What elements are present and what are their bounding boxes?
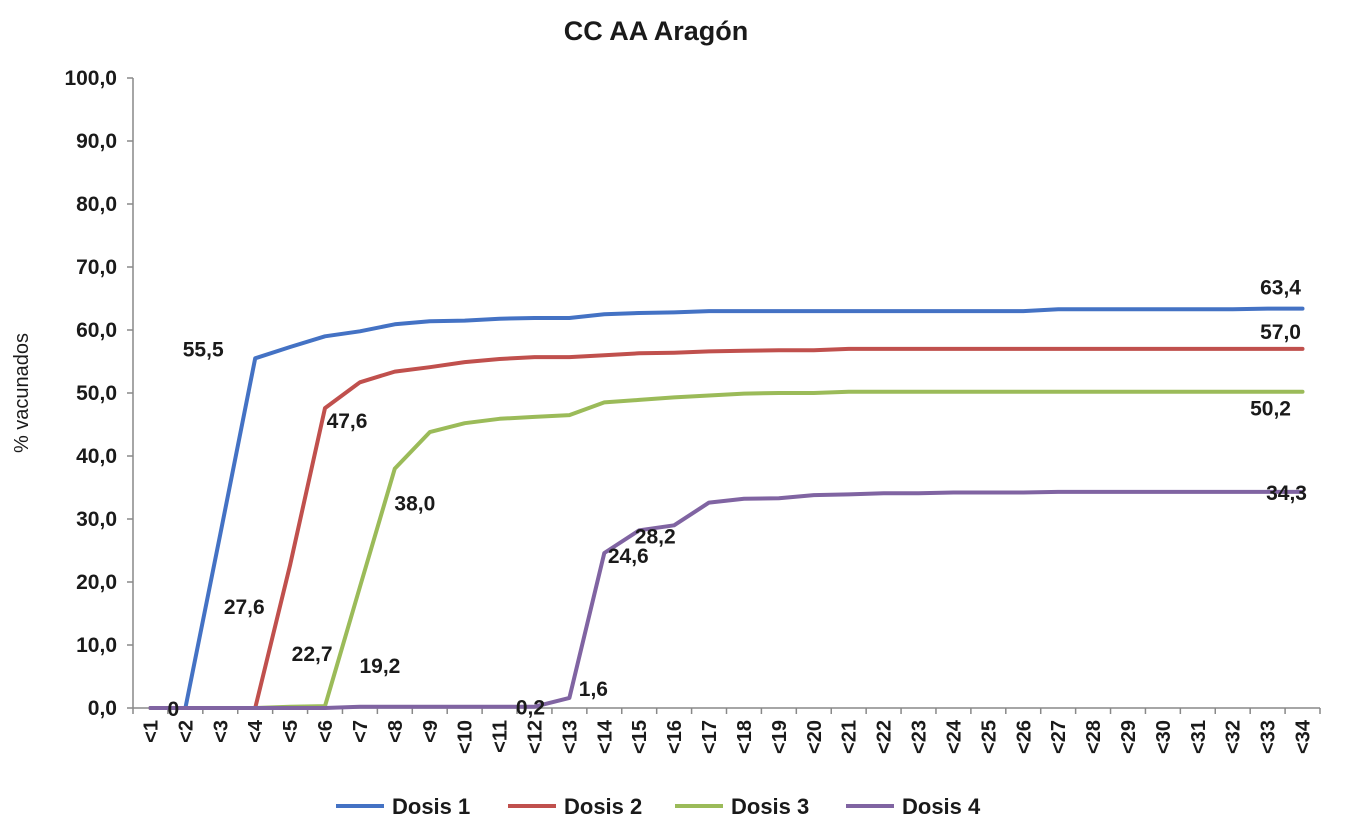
- x-tick-label: <31: [1188, 720, 1210, 754]
- data-label: 47,6: [327, 410, 368, 433]
- x-tick-label: <2: [175, 720, 197, 743]
- data-label: 19,2: [359, 655, 400, 678]
- x-tick-label: <5: [280, 720, 302, 743]
- chart-title: CC AA Aragón: [564, 16, 749, 46]
- y-tick-label: 30,0: [76, 508, 117, 531]
- x-tick-label: <26: [1013, 720, 1035, 754]
- y-tick-label: 60,0: [76, 319, 117, 342]
- x-tick-label: <4: [245, 719, 267, 743]
- x-tick-label: <14: [594, 719, 616, 754]
- x-tick-label: <18: [734, 720, 756, 754]
- x-tick-label: <27: [1048, 720, 1070, 754]
- y-tick-label: 20,0: [76, 571, 117, 594]
- y-tick-label: 100,0: [64, 67, 117, 90]
- legend-label-dosis-1: Dosis 1: [392, 794, 470, 819]
- x-tick-label: <19: [769, 720, 791, 754]
- x-tick-label: <7: [350, 720, 372, 743]
- series-lines: [148, 306, 1305, 710]
- data-labels: 0 27,6 55,5 63,4 22,7 47,6 57,0 19,2 38,0 50,2 0,2…: [168, 277, 1307, 721]
- data-label: 22,7: [292, 643, 333, 666]
- data-label: 0: [168, 698, 180, 721]
- legend-label-dosis-2: Dosis 2: [564, 794, 642, 819]
- x-tick-label: <28: [1083, 720, 1105, 754]
- x-tick-label: <3: [210, 720, 232, 743]
- x-tick-label: <15: [629, 720, 651, 754]
- x-tick-label: <6: [315, 720, 337, 743]
- y-tick-label: 80,0: [76, 193, 117, 216]
- y-tick-label: 0,0: [88, 697, 117, 720]
- x-tick-label: <13: [559, 720, 581, 754]
- x-tick-label: <1: [140, 720, 162, 743]
- data-label: 28,2: [635, 525, 676, 548]
- data-label: 55,5: [183, 338, 224, 361]
- x-tick-label: <34: [1293, 719, 1315, 754]
- data-label: 63,4: [1260, 277, 1301, 300]
- x-tick-label: <20: [804, 720, 826, 754]
- series-line-dosis-2: [148, 346, 1305, 710]
- x-tick-label: <22: [874, 720, 896, 754]
- x-tick-label: <9: [420, 720, 442, 743]
- x-tick-label: <17: [699, 720, 721, 754]
- x-ticks: <1 <2 <3 <4 <5 <6 <7 <8 <9 <10 <11 <12 <13 <14 <15 <16 <…: [132, 708, 1321, 754]
- x-tick-label: <24: [943, 719, 965, 754]
- data-label: 57,0: [1260, 321, 1301, 344]
- x-tick-label: <33: [1258, 720, 1280, 754]
- data-label: 24,6: [608, 545, 649, 568]
- data-label: 34,3: [1266, 482, 1307, 505]
- y-tick-label: 90,0: [76, 130, 117, 153]
- x-tick-label: <8: [385, 720, 407, 743]
- x-tick-label: <29: [1118, 720, 1140, 754]
- legend-label-dosis-4: Dosis 4: [902, 794, 981, 819]
- series-line-dosis-1: [148, 306, 1305, 710]
- legend: Dosis 1 Dosis 2 Dosis 3 Dosis 4: [336, 794, 981, 819]
- x-tick-label: <25: [978, 720, 1000, 754]
- data-label: 38,0: [394, 493, 435, 516]
- x-tick-label: <11: [490, 720, 512, 753]
- series-line-dosis-3: [148, 389, 1305, 710]
- x-tick-label: <32: [1223, 720, 1245, 754]
- data-label: 1,6: [579, 678, 608, 701]
- y-tick-label: 10,0: [76, 634, 117, 657]
- y-tick-label: 70,0: [76, 256, 117, 279]
- x-tick-label: <21: [839, 720, 861, 754]
- data-label: 50,2: [1250, 398, 1291, 421]
- y-ticks: 0,0 10,0 20,0 30,0 40,0 50,0 60,0 70,0 80,0 90,0 1…: [64, 67, 133, 720]
- x-tick-label: <10: [455, 720, 477, 754]
- data-label: 27,6: [224, 596, 265, 619]
- legend-label-dosis-3: Dosis 3: [731, 794, 809, 819]
- x-tick-label: <16: [664, 720, 686, 754]
- y-tick-label: 40,0: [76, 445, 117, 468]
- y-axis-label: % vacunados: [11, 333, 33, 453]
- data-label: 0,2: [516, 697, 545, 720]
- x-tick-label: <30: [1153, 720, 1175, 754]
- series-line-dosis-4: [148, 489, 1305, 710]
- x-tick-label: <23: [909, 720, 931, 754]
- y-tick-label: 50,0: [76, 382, 117, 405]
- x-tick-label: <12: [524, 720, 546, 754]
